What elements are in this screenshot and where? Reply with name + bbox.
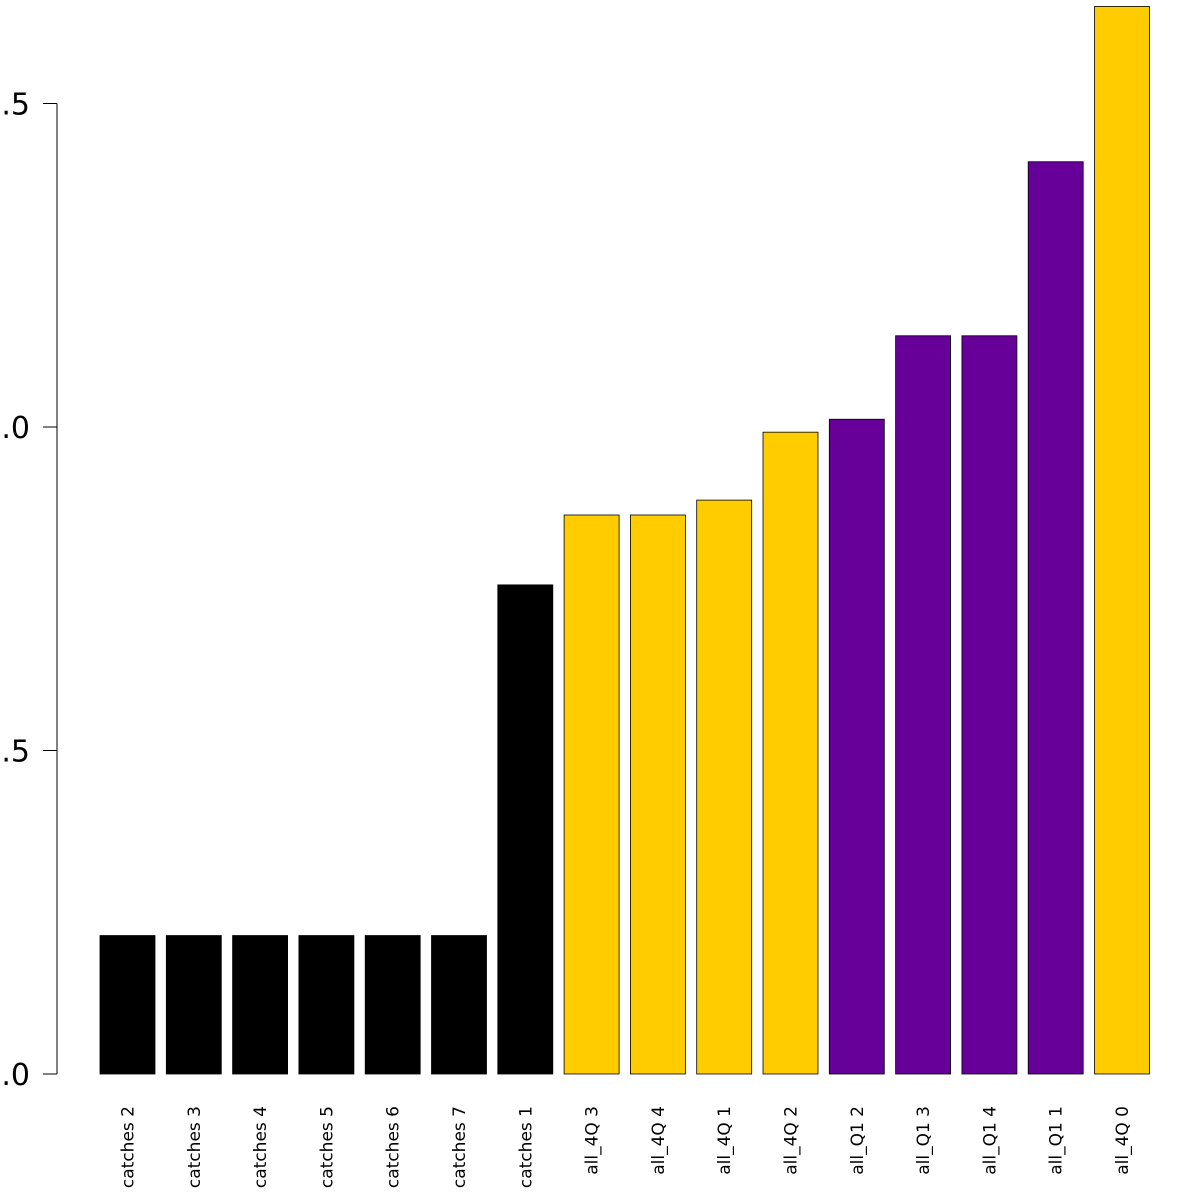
bar-all-q1-1 <box>1027 161 1084 1075</box>
x-tick-label: catches 1 <box>516 1106 536 1188</box>
x-tick-label: catches 2 <box>119 1106 139 1188</box>
x-tick-label: all_Q1 4 <box>980 1106 1000 1175</box>
bar-all-4q-0 <box>1094 6 1150 1075</box>
x-tick-label: all_4Q 4 <box>649 1106 669 1175</box>
bar-all-4q-3 <box>563 514 620 1075</box>
x-tick-label: all_Q1 3 <box>914 1106 934 1175</box>
bar-all-4q-2 <box>762 431 819 1075</box>
x-tick-label: catches 3 <box>185 1106 205 1188</box>
bar-all-q1-2 <box>828 418 885 1075</box>
bar-catches-2 <box>99 935 156 1075</box>
x-axis-labels: catches 2 catches 3 catches 4 catches 5 catc… <box>119 1106 1134 1188</box>
y-axis: 0.0 0.5 1.0 1.5 <box>0 88 58 1093</box>
y-tick-label: 0.0 <box>0 1058 30 1093</box>
x-tick-label: all_4Q 1 <box>715 1106 735 1175</box>
bar-catches-1 <box>497 584 554 1075</box>
x-tick-label: catches 5 <box>317 1106 337 1188</box>
bar-catches-4 <box>232 935 289 1075</box>
x-tick-label: all_Q1 1 <box>1047 1106 1067 1175</box>
x-tick-label: all_4Q 3 <box>583 1106 603 1175</box>
bar-all-q1-4 <box>961 335 1018 1075</box>
bar-catches-5 <box>298 935 355 1075</box>
y-tick-label: 0.5 <box>0 735 30 770</box>
x-tick-label: all_4Q 0 <box>1113 1106 1133 1175</box>
bar-all-q1-3 <box>895 335 951 1075</box>
x-tick-label: catches 4 <box>251 1106 271 1188</box>
x-tick-label: all_4Q 2 <box>782 1106 802 1175</box>
bar-all-4q-4 <box>630 514 686 1075</box>
y-tick-label: 1.0 <box>0 411 30 446</box>
bar-all-4q-1 <box>696 499 753 1075</box>
bar-catches-3 <box>165 935 222 1075</box>
bar-catches-7 <box>431 935 487 1075</box>
y-tick-label: 1.5 <box>0 88 30 123</box>
bars <box>99 6 1150 1075</box>
x-tick-label: catches 7 <box>450 1106 470 1188</box>
bar-catches-6 <box>364 935 421 1075</box>
x-tick-label: catches 6 <box>384 1106 404 1188</box>
x-tick-label: all_Q1 2 <box>848 1106 868 1175</box>
